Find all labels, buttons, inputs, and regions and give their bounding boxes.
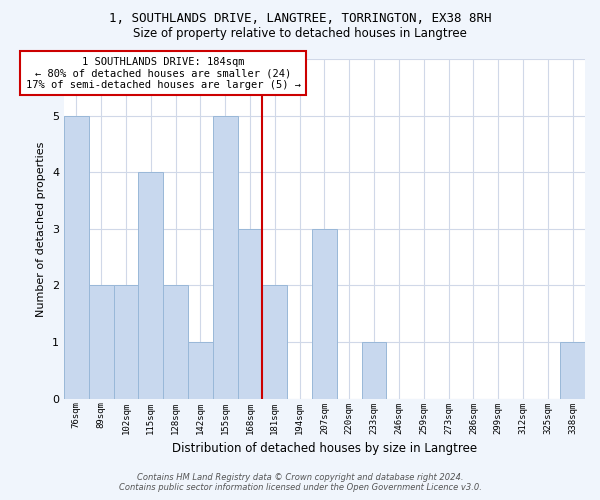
Text: 1, SOUTHLANDS DRIVE, LANGTREE, TORRINGTON, EX38 8RH: 1, SOUTHLANDS DRIVE, LANGTREE, TORRINGTO… [109, 12, 491, 26]
Bar [262, 286, 287, 399]
Bar [163, 286, 188, 399]
Bar [64, 116, 89, 399]
Bar [312, 229, 337, 398]
Bar [238, 229, 262, 398]
Text: Size of property relative to detached houses in Langtree: Size of property relative to detached ho… [133, 28, 467, 40]
X-axis label: Distribution of detached houses by size in Langtree: Distribution of detached houses by size … [172, 442, 477, 455]
Text: 1 SOUTHLANDS DRIVE: 184sqm
← 80% of detached houses are smaller (24)
17% of semi: 1 SOUTHLANDS DRIVE: 184sqm ← 80% of deta… [26, 56, 301, 90]
Bar [89, 286, 113, 399]
Bar [560, 342, 585, 398]
Bar [139, 172, 163, 398]
Bar [188, 342, 213, 398]
Bar [113, 286, 139, 399]
Text: Contains HM Land Registry data © Crown copyright and database right 2024.
Contai: Contains HM Land Registry data © Crown c… [119, 473, 481, 492]
Y-axis label: Number of detached properties: Number of detached properties [37, 141, 46, 316]
Bar [362, 342, 386, 398]
Bar [213, 116, 238, 399]
